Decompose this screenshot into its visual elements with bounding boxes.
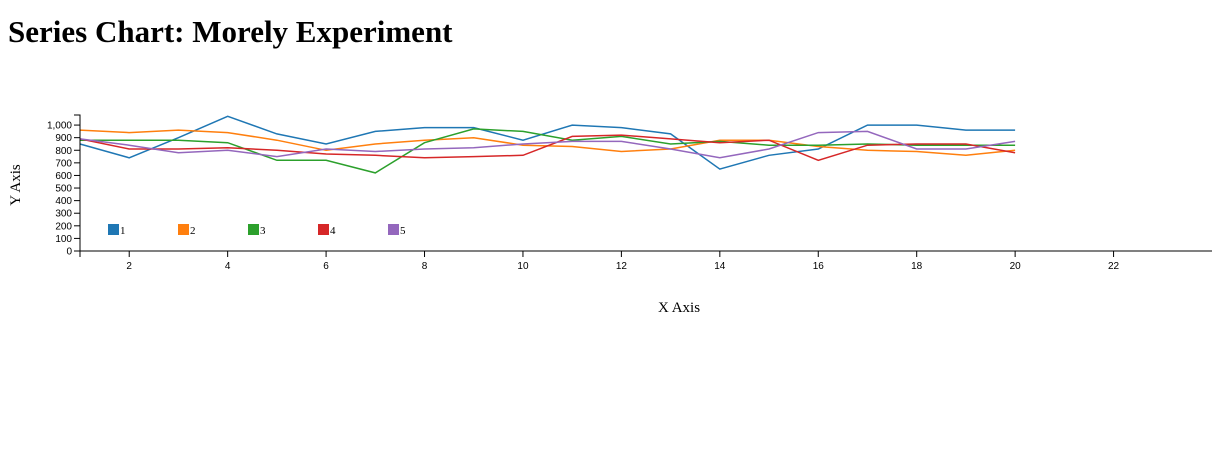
y-tick-label: 100: [55, 234, 72, 245]
series-line-3: [80, 128, 1016, 174]
y-tick-label: 400: [55, 196, 72, 207]
legend-label: 2: [190, 225, 196, 237]
x-tick-label: 18: [911, 261, 923, 272]
x-axis-title: X Axis: [658, 300, 700, 316]
y-axis-line: [74, 114, 81, 252]
y-tick-label: 700: [55, 158, 72, 169]
y-tick-label: 900: [55, 133, 72, 144]
legend-swatch: [318, 224, 329, 235]
legend-label: 1: [120, 225, 126, 237]
y-tick-label: 200: [55, 221, 72, 232]
x-tick-label: 6: [323, 261, 329, 272]
legend-swatch: [178, 224, 189, 235]
x-tick-label: 20: [1010, 261, 1022, 272]
legend-swatch: [388, 224, 399, 235]
series-line-4: [79, 134, 1016, 162]
legend-label: 4: [330, 225, 336, 237]
x-tick-label: 16: [813, 261, 825, 272]
x-tick-label: 2: [126, 261, 132, 272]
x-tick-label: 8: [422, 261, 428, 272]
legend-item-3: 3: [248, 224, 266, 237]
y-axis-title: Y Axis: [8, 164, 24, 206]
y-tick-label: 800: [55, 146, 72, 157]
plot-lines: [79, 115, 1016, 174]
legend-swatch: [248, 224, 259, 235]
x-tick-label: 22: [1108, 261, 1120, 272]
x-tick-label: 14: [714, 261, 726, 272]
x-axis-line: [79, 250, 1212, 257]
legend-label: 3: [260, 225, 266, 237]
legend-swatch: [108, 224, 119, 235]
page-title: Series Chart: Morely Experiment: [8, 14, 453, 49]
legend-item-2: 2: [178, 224, 196, 237]
x-tick-label: 10: [517, 261, 529, 272]
series-line-1: [79, 115, 1016, 170]
x-axis: 2 4 6 8 10 12 14 16 18 20 22: [79, 250, 1212, 272]
x-tick-label: 4: [225, 261, 231, 272]
y-tick-label: 1,000: [47, 121, 72, 132]
legend-item-4: 4: [318, 224, 336, 237]
x-tick-label: 12: [616, 261, 628, 272]
legend-item-1: 1: [108, 224, 126, 237]
legend-label: 5: [400, 225, 406, 237]
legend: 1 2 3 4 5: [108, 224, 406, 237]
series-line-5: [79, 130, 1016, 159]
legend-item-5: 5: [388, 224, 406, 237]
y-tick-label: 0: [66, 247, 72, 258]
y-tick-label: 500: [55, 184, 72, 195]
y-tick-label: 300: [55, 209, 72, 220]
y-tick-label: 600: [55, 171, 72, 182]
